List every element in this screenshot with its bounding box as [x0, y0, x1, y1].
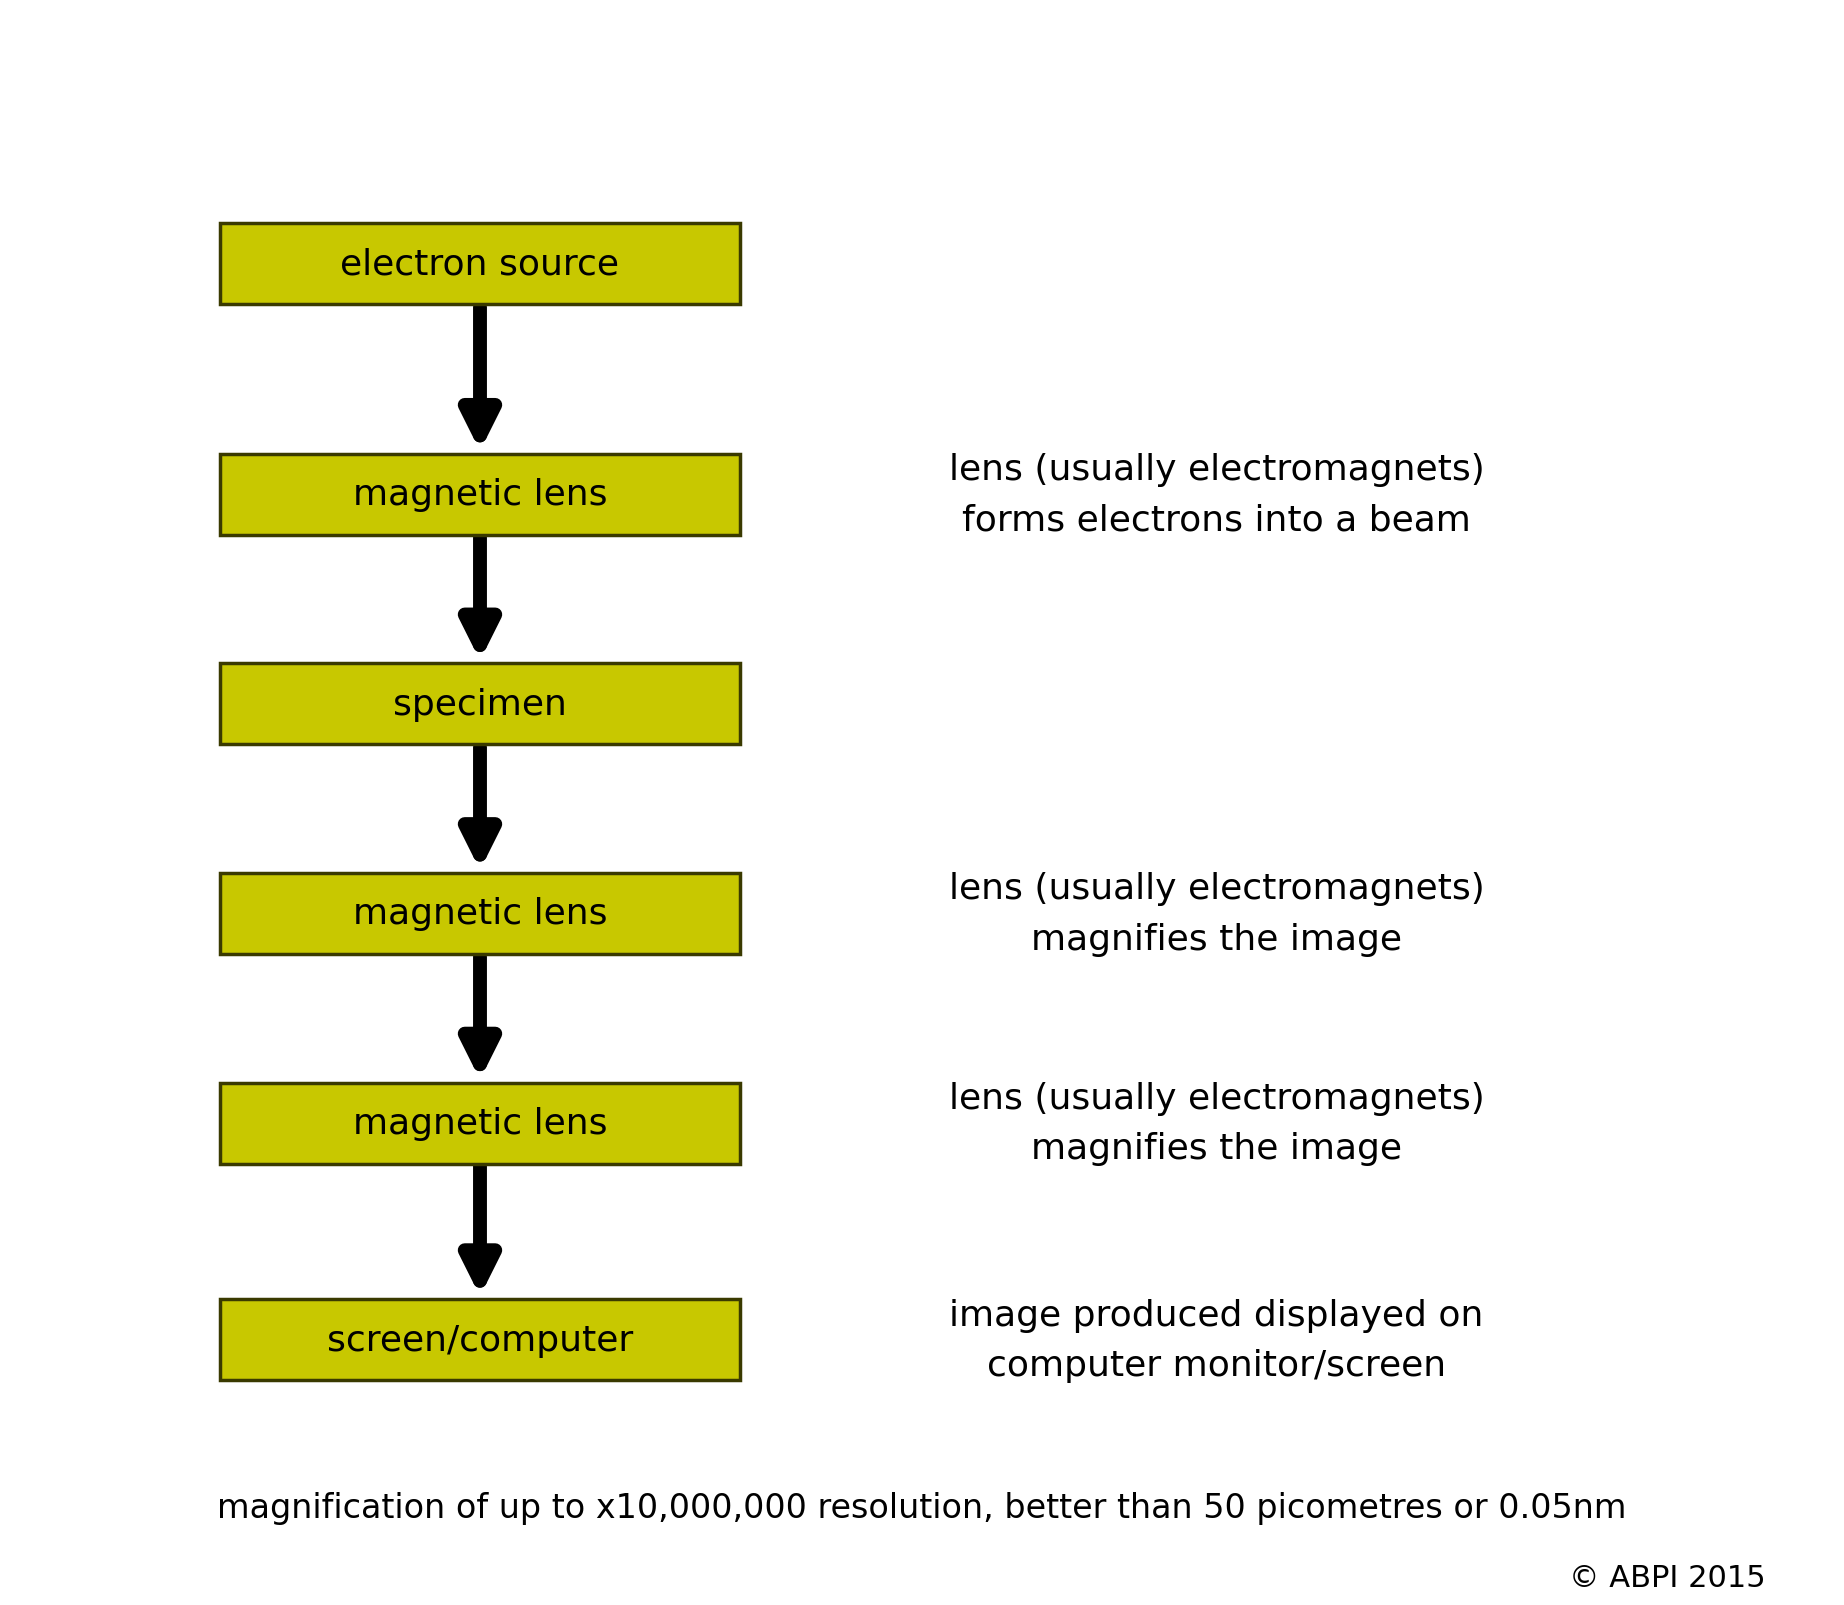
FancyBboxPatch shape — [219, 1300, 739, 1380]
Text: lens (usually electromagnets)
magnifies the image: lens (usually electromagnets) magnifies … — [950, 872, 1484, 957]
FancyBboxPatch shape — [219, 454, 739, 536]
Text: specimen: specimen — [393, 687, 566, 721]
Text: magnetic lens: magnetic lens — [352, 478, 607, 512]
Text: magnetic lens: magnetic lens — [352, 897, 607, 931]
FancyBboxPatch shape — [219, 1083, 739, 1164]
Text: © ABPI 2015: © ABPI 2015 — [1569, 1563, 1767, 1592]
Text: lens (usually electromagnets)
magnifies the image: lens (usually electromagnets) magnifies … — [950, 1082, 1484, 1165]
Text: lens (usually electromagnets)
forms electrons into a beam: lens (usually electromagnets) forms elec… — [950, 453, 1484, 538]
Text: image produced displayed on
computer monitor/screen: image produced displayed on computer mon… — [950, 1298, 1484, 1382]
Text: screen/computer: screen/computer — [326, 1323, 632, 1356]
FancyBboxPatch shape — [219, 873, 739, 955]
Text: magnetic lens: magnetic lens — [352, 1106, 607, 1140]
FancyBboxPatch shape — [219, 225, 739, 305]
FancyBboxPatch shape — [219, 664, 739, 745]
Text: electron source: electron source — [341, 247, 620, 281]
Text: magnification of up to x10,000,000 resolution, better than 50 picometres or 0.05: magnification of up to x10,000,000 resol… — [218, 1491, 1626, 1523]
